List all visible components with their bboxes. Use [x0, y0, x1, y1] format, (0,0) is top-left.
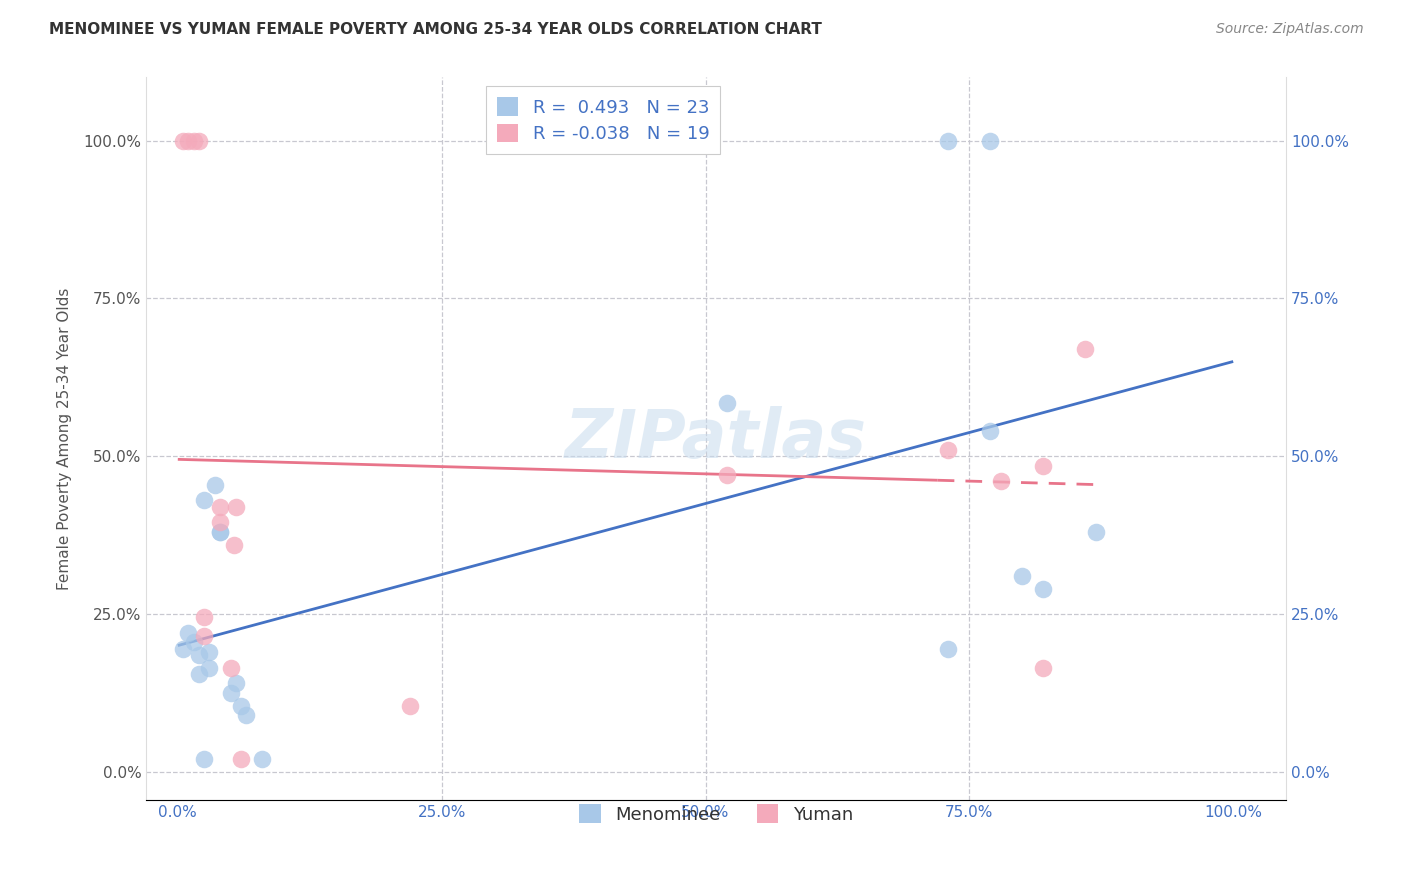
Text: MENOMINEE VS YUMAN FEMALE POVERTY AMONG 25-34 YEAR OLDS CORRELATION CHART: MENOMINEE VS YUMAN FEMALE POVERTY AMONG …: [49, 22, 823, 37]
Point: [222, 537, 245, 551]
Point: [1085, 524, 1108, 539]
Point: [177, 134, 200, 148]
Point: [979, 134, 1001, 148]
Point: [231, 752, 253, 766]
Point: [204, 477, 226, 491]
Point: [187, 134, 209, 148]
Point: [208, 516, 231, 530]
Point: [208, 524, 231, 539]
Point: [235, 708, 257, 723]
Point: [193, 493, 215, 508]
Point: [1032, 660, 1054, 674]
Point: [936, 442, 959, 457]
Point: [208, 524, 231, 539]
Point: [219, 660, 242, 674]
Text: ZIPatlas: ZIPatlas: [565, 406, 868, 472]
Point: [990, 475, 1012, 489]
Point: [172, 134, 194, 148]
Point: [183, 635, 205, 649]
Point: [716, 468, 738, 483]
Text: Source: ZipAtlas.com: Source: ZipAtlas.com: [1216, 22, 1364, 37]
Point: [187, 667, 209, 681]
Point: [716, 395, 738, 409]
Point: [225, 500, 247, 514]
Point: [193, 629, 215, 643]
Y-axis label: Female Poverty Among 25-34 Year Olds: Female Poverty Among 25-34 Year Olds: [58, 287, 72, 590]
Point: [1032, 582, 1054, 596]
Point: [183, 134, 205, 148]
Legend: Menominee, Yuman: Menominee, Yuman: [568, 794, 863, 835]
Point: [193, 610, 215, 624]
Point: [177, 626, 200, 640]
Point: [187, 648, 209, 662]
Point: [198, 660, 221, 674]
Point: [399, 698, 422, 713]
Point: [231, 698, 253, 713]
Point: [219, 686, 242, 700]
Point: [225, 676, 247, 690]
Point: [936, 641, 959, 656]
Point: [172, 641, 194, 656]
Point: [1074, 342, 1097, 356]
Point: [208, 500, 231, 514]
Point: [936, 134, 959, 148]
Point: [252, 752, 274, 766]
Point: [198, 645, 221, 659]
Point: [1011, 569, 1033, 583]
Point: [979, 424, 1001, 438]
Point: [193, 752, 215, 766]
Point: [1032, 458, 1054, 473]
